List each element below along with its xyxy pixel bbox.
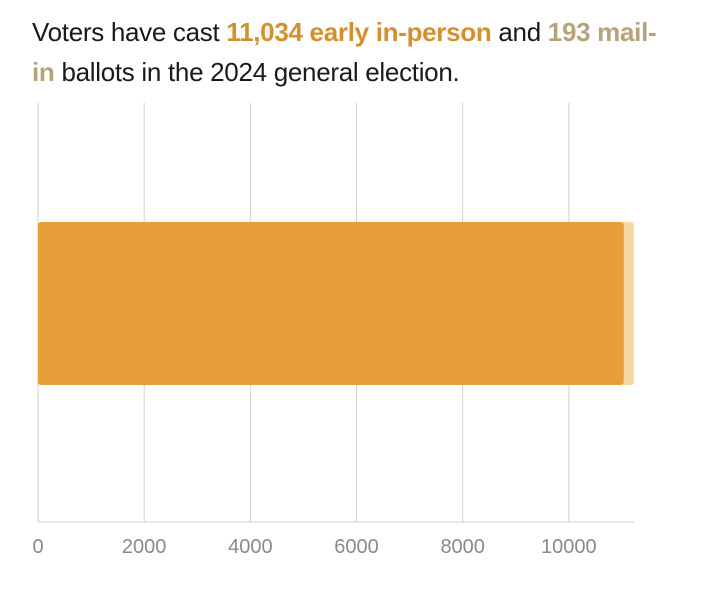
x-tick-label-10000: 10000 [541,536,597,558]
headline-middle: and [491,17,548,47]
headline-prefix: Voters have cast [32,17,227,47]
x-tick-label-0: 0 [32,536,43,558]
bar-early-in-person [38,222,624,385]
bars [38,222,634,385]
x-axis-ticks: 0 2000 4000 6000 8000 10000 [32,536,596,558]
headline-mail-highlight: 193 mail-in [32,17,657,87]
x-tick-label-6000: 6000 [334,536,379,558]
x-tick-label-4000: 4000 [228,536,273,558]
x-tick-label-2000: 2000 [122,536,167,558]
chart-headline: Voters have cast 11,034 early in-person … [32,12,672,92]
headline-suffix: ballots in the 2024 general election. [54,57,460,87]
headline-early-highlight: 11,034 early in-person [226,17,492,47]
x-tick-label-8000: 8000 [440,536,485,558]
